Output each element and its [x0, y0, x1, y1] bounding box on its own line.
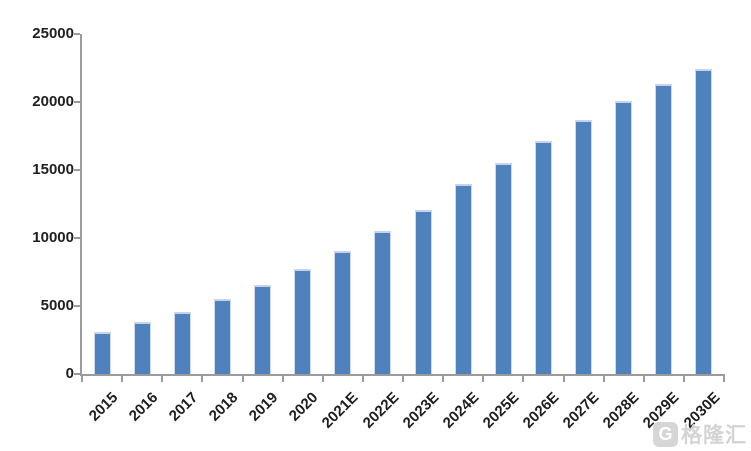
x-axis-label-2025E: 2025E: [479, 389, 523, 432]
x-axis-label-2019: 2019: [245, 389, 282, 425]
x-axis-tick: [121, 374, 124, 382]
watermark-text: 格隆汇: [681, 424, 747, 447]
bar-2016: [133, 321, 151, 374]
x-axis-tick: [241, 374, 244, 382]
x-axis-tick: [281, 374, 284, 382]
bar-2018: [213, 298, 231, 374]
y-axis-tick: [74, 33, 80, 35]
bar-2019: [254, 284, 272, 374]
x-axis-tick: [522, 374, 525, 382]
x-axis-label-2017: 2017: [165, 389, 202, 425]
bar-2026E: [534, 140, 552, 374]
x-axis-label-2027E: 2027E: [559, 389, 603, 432]
y-axis-line: [80, 34, 82, 376]
bar-2027E: [575, 119, 593, 374]
y-axis-tick-label: 15000: [32, 161, 74, 178]
bar-2030E: [695, 68, 713, 374]
x-axis-label-2018: 2018: [205, 389, 242, 425]
y-axis-tick-label: 20000: [32, 93, 74, 110]
gelonghui-logo-icon: G: [653, 421, 678, 447]
bar-2017: [173, 312, 191, 374]
x-axis-tick: [161, 374, 164, 382]
y-axis-tick-label: 10000: [32, 229, 74, 246]
bar-2029E: [655, 84, 673, 374]
x-axis-label-2026E: 2026E: [519, 389, 563, 432]
bar-2028E: [615, 100, 633, 374]
x-axis-tick: [361, 374, 364, 382]
bar-2022E: [374, 231, 392, 374]
x-axis-tick: [642, 374, 645, 382]
x-axis-label-2016: 2016: [125, 389, 162, 425]
bar-2025E: [494, 162, 512, 374]
y-axis-tick: [74, 373, 80, 375]
bar-2020: [294, 269, 312, 374]
y-axis-tick-label: 25000: [32, 25, 74, 42]
x-axis-tick: [723, 374, 725, 382]
x-axis-label-2021E: 2021E: [319, 389, 362, 432]
bar-2024E: [454, 184, 472, 374]
x-axis-tick: [321, 374, 324, 382]
x-axis-tick: [201, 374, 204, 382]
watermark-gelonghui: G 格隆汇: [653, 419, 747, 449]
x-axis-label-2024E: 2024E: [439, 389, 483, 432]
x-axis-tick: [682, 374, 685, 382]
bar-2023E: [414, 210, 432, 374]
x-axis-tick: [602, 374, 605, 382]
x-axis-label-2023E: 2023E: [399, 389, 443, 432]
y-axis-tick-label: 5000: [40, 297, 74, 314]
y-axis-tick-label: 0: [65, 365, 74, 382]
plot-area: [82, 34, 724, 374]
y-axis-tick: [74, 169, 80, 171]
y-axis-tick: [74, 237, 80, 239]
x-axis-tick: [562, 374, 565, 382]
x-axis-label-2028E: 2028E: [600, 389, 643, 432]
x-axis-tick: [482, 374, 485, 382]
x-axis-tick: [442, 374, 445, 382]
x-axis-tick: [81, 374, 83, 382]
bar-2015: [93, 331, 111, 374]
x-axis-label-2022E: 2022E: [359, 389, 402, 432]
y-axis-tick: [74, 305, 80, 307]
bar-2021E: [334, 250, 352, 374]
y-axis-tick: [74, 101, 80, 103]
x-axis-label-2020: 2020: [286, 389, 322, 425]
x-axis-tick: [402, 374, 404, 382]
x-axis-label-2015: 2015: [85, 389, 122, 425]
